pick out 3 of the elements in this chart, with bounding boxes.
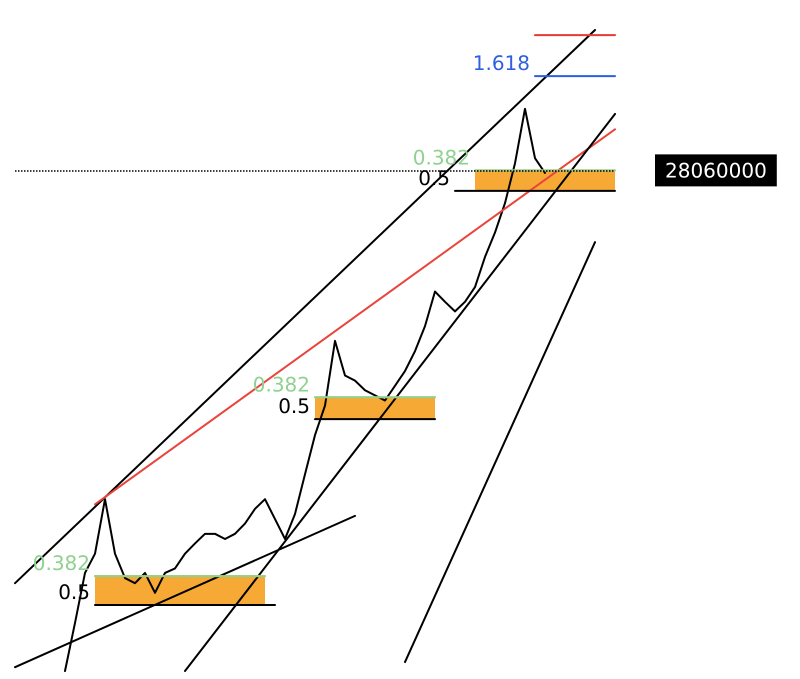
text: 28060000 [665, 158, 767, 182]
series-label: 1.618 [472, 51, 530, 76]
series-label: 0.5 [278, 394, 310, 418]
